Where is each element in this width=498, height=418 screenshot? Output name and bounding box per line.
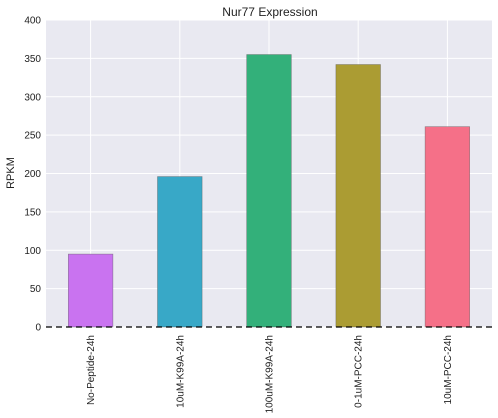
x-tick-label: 10uM-PCC-24h xyxy=(443,335,454,404)
y-tick-label: 250 xyxy=(24,131,41,142)
bars xyxy=(68,54,471,328)
y-tick-label: 100 xyxy=(24,246,41,257)
x-tick-label: No-Peptide-24h xyxy=(86,335,97,405)
bar-100um-k99a-24h xyxy=(246,54,292,328)
bar-10um-k99a-24h xyxy=(157,176,203,328)
y-tick-label: 0 xyxy=(35,323,41,334)
x-tick-label: 0-1uM-PCC-24h xyxy=(354,335,365,408)
x-axis-ticks: No-Peptide-24h 10uM-K99A-24h 100uM-K99A-24… xyxy=(86,335,454,413)
y-tick-label: 50 xyxy=(30,284,42,295)
bar-0-1um-pcc-24h xyxy=(335,64,381,328)
y-tick-label: 350 xyxy=(24,54,41,65)
y-axis-ticks: 0 50 100 150 200 250 300 350 400 xyxy=(24,16,41,334)
chart-title: Nur77 Expression xyxy=(222,5,317,19)
x-tick-label: 10uM-K99A-24h xyxy=(175,335,186,408)
bar-no-peptide-24h xyxy=(68,253,114,328)
y-tick-label: 300 xyxy=(24,92,41,103)
y-tick-label: 200 xyxy=(24,169,41,180)
bar-10um-pcc-24h xyxy=(424,126,471,328)
y-axis-label: RPKM xyxy=(5,157,17,189)
y-tick-label: 150 xyxy=(24,207,41,218)
x-tick-label: 100uM-K99A-24h xyxy=(265,335,276,413)
y-tick-label: 400 xyxy=(24,16,41,27)
